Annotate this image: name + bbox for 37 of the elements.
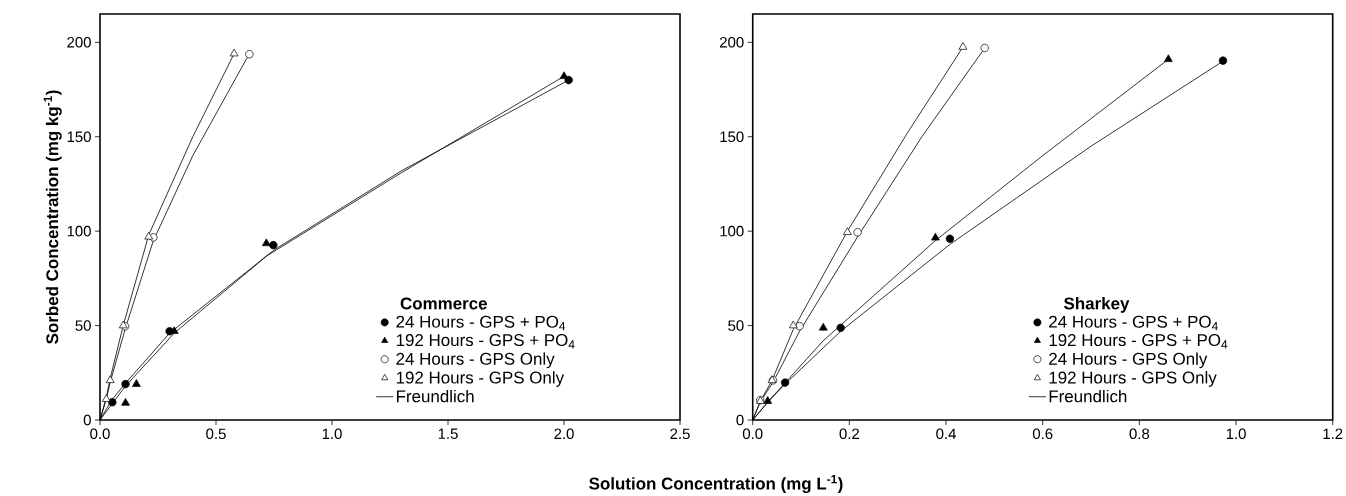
x-tick-label: 0.4 — [936, 428, 956, 440]
legend-label: 192 Hours - GPS + PO$_{4}$ — [396, 334, 575, 349]
y-tick-label: 100 — [720, 225, 744, 237]
x-axis-title: Solution Concentration (mg L$^{-1}$) — [589, 475, 843, 493]
x-tick-label: 2.0 — [554, 428, 574, 440]
y-tick-label: 200 — [67, 37, 91, 48]
legend-label: 192 Hours - GPS Only — [396, 371, 565, 387]
legend-label: 192 Hours - GPS + PO$_{4}$ — [1049, 334, 1228, 349]
legend-title: Sharkey — [1064, 297, 1130, 313]
legend-label: 24 Hours - GPS + PO$_{4}$ — [1049, 315, 1218, 331]
legend-label: Freundlich — [1049, 389, 1127, 403]
legend-label: 24 Hours - GPS Only — [1049, 352, 1208, 369]
x-tick-label: 1.0 — [322, 428, 342, 440]
y-tick-label: 100 — [67, 225, 91, 237]
x-tick-label: 1.0 — [1226, 428, 1246, 440]
y-tick-label: 50 — [728, 320, 744, 331]
y-tick-label: 0 — [83, 414, 91, 426]
x-tick-label: 2.5 — [670, 428, 690, 440]
y-tick-label: 50 — [75, 320, 91, 331]
legend-label: 24 Hours - GPS Only — [396, 352, 555, 369]
x-tick-label: 0.5 — [206, 428, 226, 440]
x-tick-label: 0.0 — [90, 428, 110, 440]
x-tick-label: 0.8 — [1129, 428, 1150, 440]
y-tick-label: 200 — [720, 37, 744, 48]
legend-label: 192 Hours - GPS Only — [1049, 371, 1217, 387]
legend-label: Freundlich — [396, 389, 474, 403]
x-tick-label: 1.2 — [1323, 428, 1343, 439]
x-tick-label: 0.6 — [1032, 428, 1053, 440]
y-axis-title: Sorbed Concentration (mg kg$^{-1}$) — [43, 90, 62, 344]
x-tick-label: 0.2 — [839, 428, 860, 440]
legend-label: 24 Hours - GPS + PO$_{4}$ — [396, 315, 566, 331]
x-tick-label: 0.0 — [742, 428, 763, 440]
legend-title: Commerce — [400, 297, 487, 310]
y-tick-label: 0 — [736, 414, 744, 426]
y-tick-label: 150 — [67, 131, 91, 143]
y-tick-label: 150 — [720, 131, 744, 143]
x-tick-label: 1.5 — [438, 428, 458, 439]
